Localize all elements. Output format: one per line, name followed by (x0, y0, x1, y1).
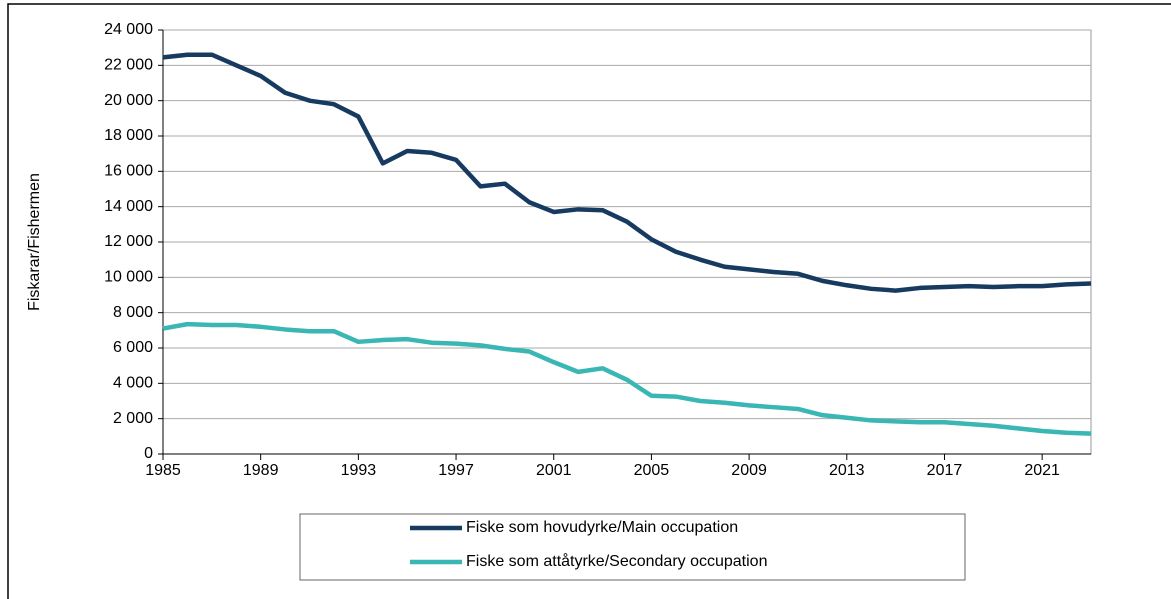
x-tick-label: 1985 (145, 462, 181, 479)
series-line (162, 52, 1092, 293)
y-tick-label: 14 000 (104, 198, 153, 215)
y-tick-label: 0 (144, 445, 153, 462)
x-tick-label: 1989 (243, 462, 279, 479)
y-tick-label: 12 000 (104, 233, 153, 250)
x-tick-label: 2005 (634, 462, 670, 479)
x-tick-label: 2013 (829, 462, 865, 479)
frame (7, 3, 1171, 599)
y-axis-label: Fiskarar/Fishermen (26, 173, 43, 311)
x-tick-label: 1997 (438, 462, 474, 479)
y-tick-label: 6 000 (113, 339, 153, 356)
legend-label: Fiske som hovudyrke/Main occupation (466, 519, 738, 536)
y-tick-label: 20 000 (104, 92, 153, 109)
y-tick-label: 4 000 (113, 375, 153, 392)
x-tick-label: 2001 (536, 462, 572, 479)
y-tick-label: 22 000 (104, 57, 153, 74)
y-tick-label: 16 000 (104, 163, 153, 180)
x-tick-label: 1993 (341, 462, 377, 479)
legend-label: Fiske som attåtyrke/Secondary occupation (466, 552, 767, 570)
legend-box (299, 513, 966, 581)
y-tick-label: 18 000 (104, 127, 153, 144)
y-tick-label: 8 000 (113, 304, 153, 321)
x-tick-label: 2009 (731, 462, 767, 479)
y-tick-label: 10 000 (104, 269, 153, 286)
y-tick-label: 24 000 (104, 21, 153, 38)
x-tick-label: 2021 (1024, 462, 1060, 479)
x-tick-label: 2017 (927, 462, 963, 479)
y-tick-label: 2 000 (113, 410, 153, 427)
series-line (162, 321, 1092, 436)
